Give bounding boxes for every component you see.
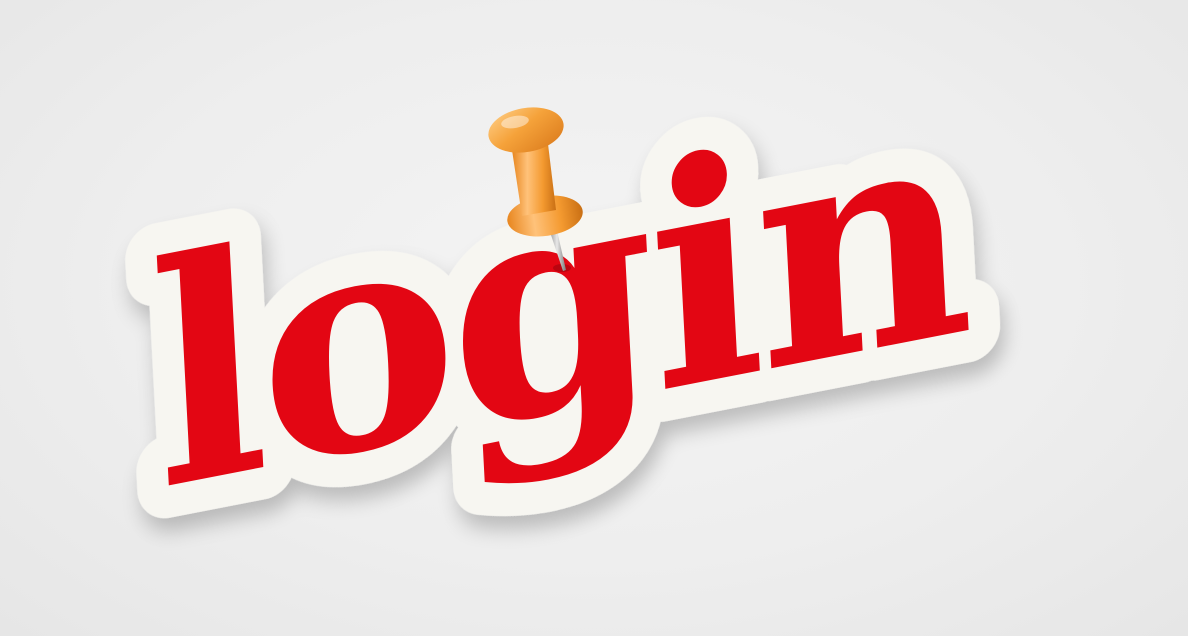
pushpin-icon: [488, 107, 583, 272]
